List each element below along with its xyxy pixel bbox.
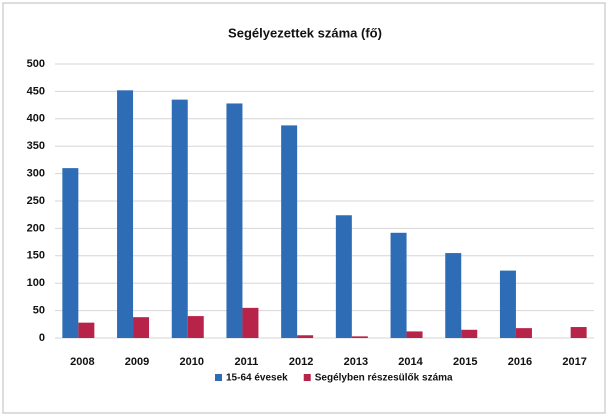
bar [62, 168, 79, 338]
y-tick-label: 400 [27, 113, 45, 125]
x-tick-label: 2015 [453, 356, 477, 368]
bar [390, 232, 407, 338]
bar [297, 335, 314, 338]
bar [117, 90, 134, 338]
y-tick-label: 250 [27, 195, 45, 207]
bar [281, 125, 298, 338]
y-tick-label: 350 [27, 140, 45, 152]
x-tick-label: 2012 [289, 356, 313, 368]
x-tick-label: 2008 [70, 356, 94, 368]
chart-title: Segélyezettek száma (fő) [228, 25, 382, 40]
bar [499, 270, 516, 338]
legend-label: 15-64 évesek [226, 373, 288, 384]
chart-frame [2, 2, 606, 414]
bar [226, 103, 243, 339]
x-tick-label: 2009 [125, 356, 149, 368]
legend-swatch [303, 374, 311, 381]
bar [242, 307, 259, 338]
bar [187, 316, 204, 338]
bar [515, 328, 532, 338]
y-tick-label: 50 [33, 305, 45, 317]
bar [445, 253, 462, 338]
x-tick-label: 2017 [562, 356, 586, 368]
bar [351, 336, 368, 338]
bar [133, 317, 150, 338]
x-tick-label: 2010 [180, 356, 204, 368]
legend-swatch [215, 374, 222, 381]
y-tick-label: 300 [27, 168, 45, 180]
y-tick-label: 450 [27, 85, 45, 97]
x-tick-label: 2011 [235, 356, 259, 368]
bar [570, 327, 587, 338]
x-tick-label: 2014 [398, 356, 423, 368]
legend-label: Segélyben részesülők száma [315, 373, 453, 384]
bar [78, 322, 95, 338]
y-tick-label: 500 [27, 58, 45, 70]
y-tick-label: 150 [27, 250, 45, 262]
x-tick-label: 2016 [508, 356, 532, 368]
y-tick-label: 0 [39, 332, 45, 344]
bar [171, 99, 188, 339]
y-tick-label: 100 [27, 277, 45, 289]
bar [461, 329, 478, 338]
bar [406, 331, 423, 338]
x-tick-label: 2013 [344, 356, 368, 368]
y-tick-label: 200 [27, 222, 45, 234]
bar [335, 215, 352, 338]
